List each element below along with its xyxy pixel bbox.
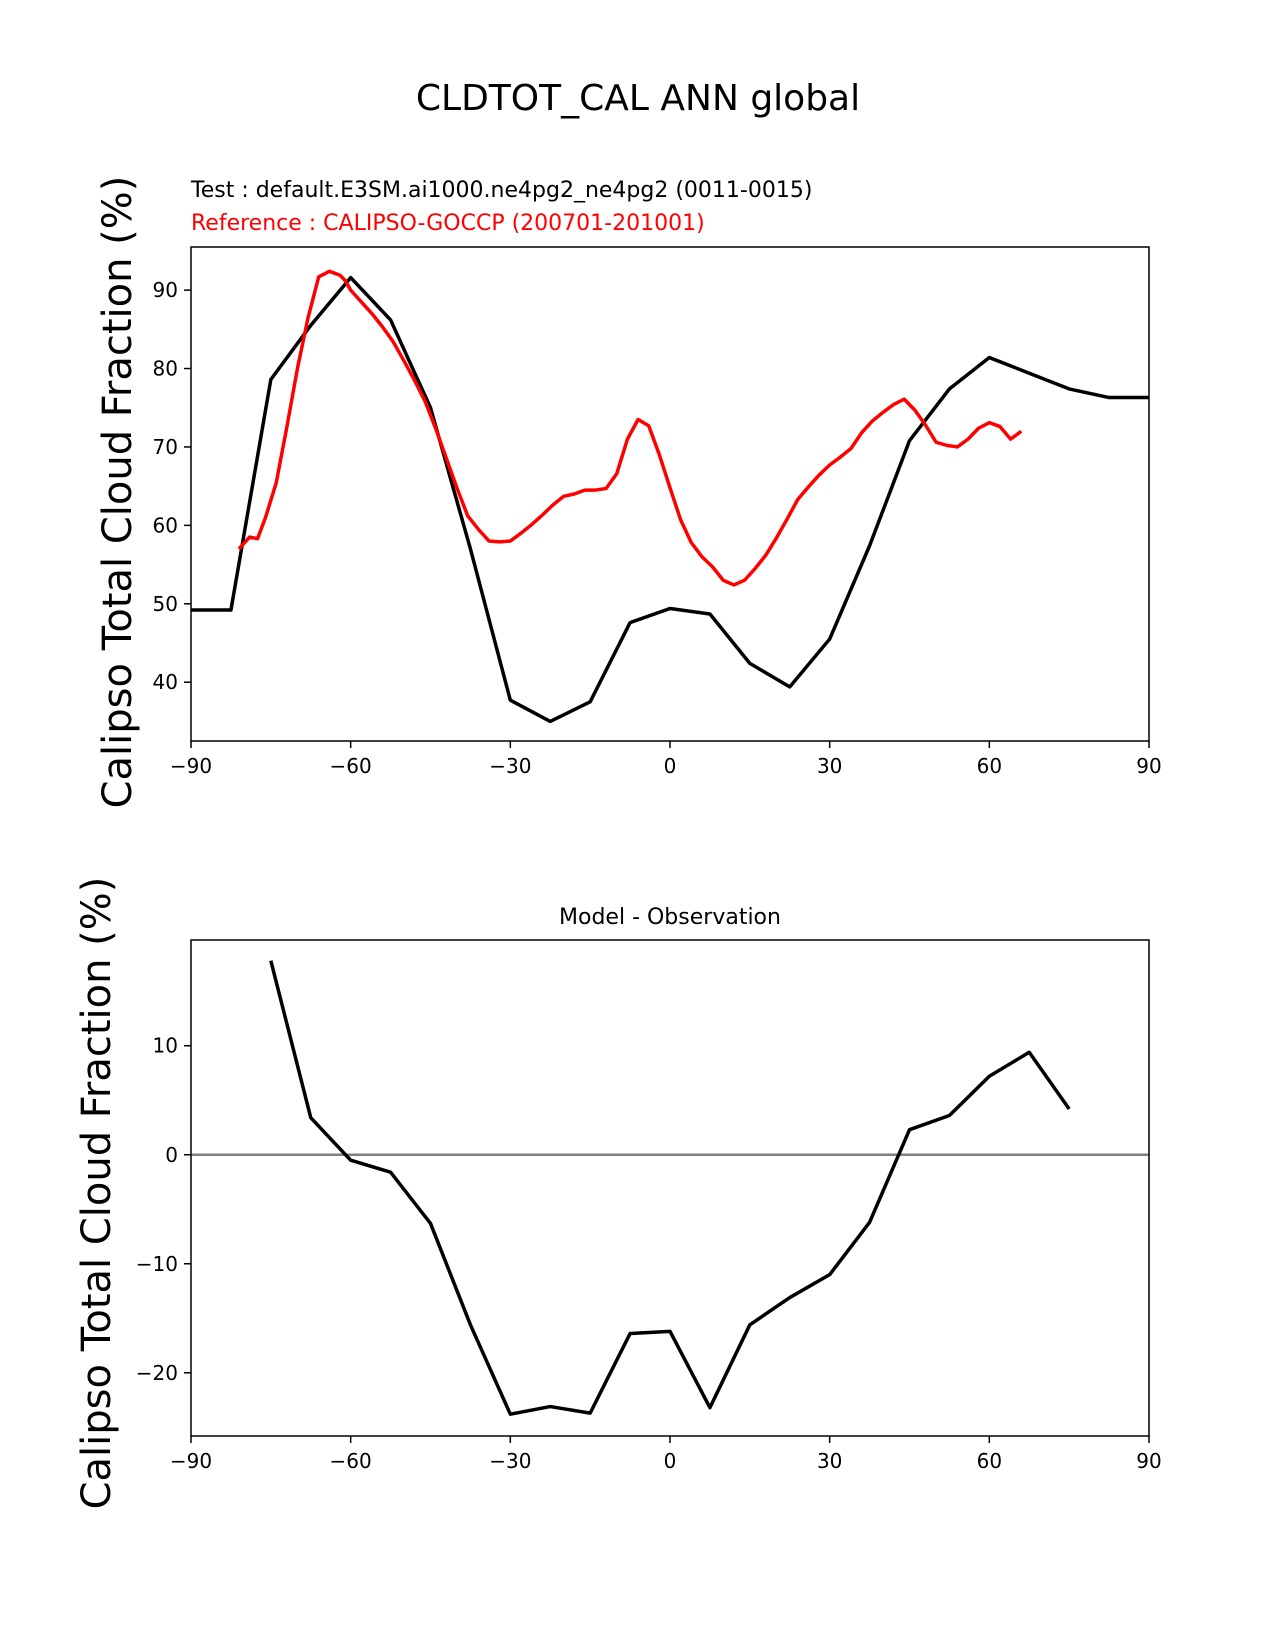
bottom-panel-xtick-label: −90 bbox=[170, 1449, 212, 1473]
top-panel-series-1-line bbox=[237, 269, 1023, 587]
bottom-panel-xtick-label: 0 bbox=[664, 1449, 677, 1473]
top-panel-ylabel: Calipso Total Cloud Fraction (%) bbox=[95, 176, 141, 809]
bottom-panel-title: Model - Observation bbox=[559, 905, 781, 930]
bottom-panel-xtick-label: 30 bbox=[817, 1449, 842, 1473]
reference-run-label: Reference : CALIPSO-GOCCP (200701-201001… bbox=[191, 211, 705, 236]
top-panel-ytick-label: 70 bbox=[153, 435, 178, 459]
test-run-label: Test : default.E3SM.ai1000.ne4pg2_ne4pg2… bbox=[190, 178, 812, 203]
bottom-panel-ytick-label: −10 bbox=[136, 1252, 178, 1276]
bottom-panel-ytick-label: 10 bbox=[153, 1034, 178, 1058]
top-panel-ytick-label: 80 bbox=[153, 357, 178, 381]
bottom-panel-xtick-label: 90 bbox=[1136, 1449, 1161, 1473]
top-panel-axes-frame bbox=[190, 246, 1150, 742]
bottom-panel-ytick-label: 0 bbox=[165, 1143, 178, 1167]
top-panel-series-0-line bbox=[191, 275, 1149, 724]
bottom-panel-xtick-label: −30 bbox=[489, 1449, 531, 1473]
top-panel-xtick-label: −60 bbox=[330, 754, 372, 778]
bottom-panel-series-0-line bbox=[269, 960, 1071, 1416]
top-panel-ytick-label: 50 bbox=[153, 592, 178, 616]
top-panel-xtick-label: −30 bbox=[489, 754, 531, 778]
top-panel-ytick-label: 60 bbox=[153, 513, 178, 537]
top-panel-xtick-label: 90 bbox=[1136, 754, 1161, 778]
top-panel-xtick-label: 60 bbox=[977, 754, 1002, 778]
bottom-panel-axes-frame bbox=[190, 939, 1150, 1437]
top-panel-xtick-label: −90 bbox=[170, 754, 212, 778]
top-panel-plot: −90 −60 −30 0 30 60 90 40 50 60 70 80 90 bbox=[153, 246, 1162, 778]
top-panel-xtick-label: 0 bbox=[664, 754, 677, 778]
bottom-panel-ytick-label: −20 bbox=[136, 1361, 178, 1385]
top-panel-xtick-label: 30 bbox=[817, 754, 842, 778]
bottom-panel-xtick-label: 60 bbox=[977, 1449, 1002, 1473]
top-panel-ytick-label: 40 bbox=[153, 670, 178, 694]
figure-suptitle: CLDTOT_CAL ANN global bbox=[416, 78, 860, 119]
bottom-panel-ylabel: Calipso Total Cloud Fraction (%) bbox=[74, 877, 120, 1510]
top-panel-ytick-label: 90 bbox=[153, 278, 178, 302]
bottom-panel-plot: −90 −60 −30 0 30 60 90 −20 −10 0 10 bbox=[136, 939, 1162, 1473]
bottom-panel-xtick-label: −60 bbox=[330, 1449, 372, 1473]
